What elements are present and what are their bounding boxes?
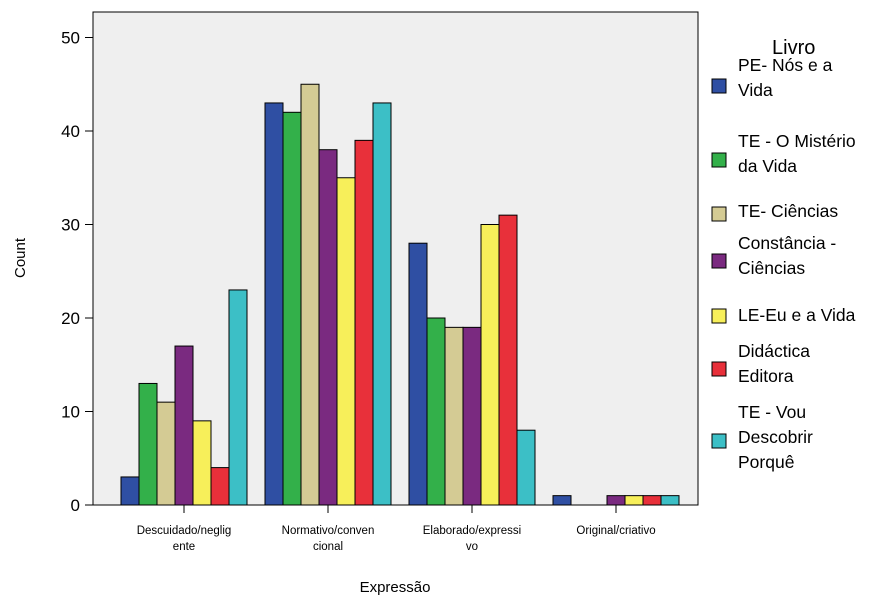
x-axis-labels: Descuidado/neglig ente Normativo/conven cio… xyxy=(137,505,656,553)
bar xyxy=(210,467,230,506)
y-axis-title: Count xyxy=(12,237,29,278)
x-tick-label: Original/criativo xyxy=(576,525,655,537)
legend-swatch xyxy=(711,253,727,269)
bar xyxy=(120,476,140,506)
y-tick-label: 30 xyxy=(61,216,80,235)
y-tick-label: 0 xyxy=(71,496,80,515)
y-tick-label: 10 xyxy=(61,403,80,422)
legend-swatch xyxy=(711,308,727,324)
bar xyxy=(660,495,680,506)
x-tick-label: Descuidado/neglig xyxy=(137,525,232,537)
legend-label: Constância - xyxy=(738,233,836,253)
legend-label: Didáctica xyxy=(738,341,810,361)
bar xyxy=(300,83,320,506)
bar xyxy=(354,139,374,506)
x-tick-label: vo xyxy=(466,541,478,553)
bar xyxy=(138,382,158,506)
bar xyxy=(642,495,662,506)
legend-label: TE - Vou xyxy=(738,402,806,422)
bars xyxy=(120,83,680,506)
bar xyxy=(426,317,446,506)
bar xyxy=(372,102,392,506)
bar xyxy=(444,326,464,506)
legend-label: LE-Eu e a Vida xyxy=(738,305,856,325)
x-axis-title: Expressão xyxy=(360,579,431,596)
legend-label: TE - O Mistério xyxy=(738,131,856,151)
legend-swatch xyxy=(711,206,727,222)
legend-swatch xyxy=(711,433,727,449)
bar xyxy=(174,345,194,506)
y-tick-label: 40 xyxy=(61,122,80,141)
bar xyxy=(282,111,302,506)
x-tick-label: Elaborado/expressi xyxy=(423,525,521,537)
bar xyxy=(192,420,212,506)
bar xyxy=(516,429,536,506)
legend-swatch xyxy=(711,361,727,377)
legend-label: TE- Ciências xyxy=(738,201,838,221)
legend: Livro PE- Nós e a Vida TE - O Mistério da V… xyxy=(711,37,856,472)
bar xyxy=(498,214,518,506)
y-axis-ticks: 0 10 20 30 40 50 xyxy=(61,29,93,515)
y-tick-label: 20 xyxy=(61,309,80,328)
bar xyxy=(408,242,428,506)
legend-label: Editora xyxy=(738,366,794,386)
bar xyxy=(624,495,644,506)
y-tick-label: 50 xyxy=(61,29,80,48)
legend-title: Livro xyxy=(772,37,815,59)
bar xyxy=(228,289,248,506)
bar xyxy=(552,495,572,506)
bar xyxy=(480,224,500,506)
x-tick-label: Normativo/conven xyxy=(282,525,375,537)
bar xyxy=(462,326,482,506)
bar xyxy=(606,495,626,506)
bar xyxy=(264,102,284,506)
legend-label: Ciências xyxy=(738,258,805,278)
legend-label: Porquê xyxy=(738,452,794,472)
legend-swatch xyxy=(711,152,727,168)
bar xyxy=(156,401,176,506)
legend-swatch xyxy=(711,78,727,94)
bar xyxy=(318,149,338,506)
legend-label: Descobrir xyxy=(738,427,813,447)
legend-label: Vida xyxy=(738,80,773,100)
bar xyxy=(336,177,356,506)
legend-label: da Vida xyxy=(738,156,797,176)
x-tick-label: ente xyxy=(173,541,195,553)
legend-label: PE- Nós e a xyxy=(738,55,833,75)
x-tick-label: cional xyxy=(313,541,343,553)
